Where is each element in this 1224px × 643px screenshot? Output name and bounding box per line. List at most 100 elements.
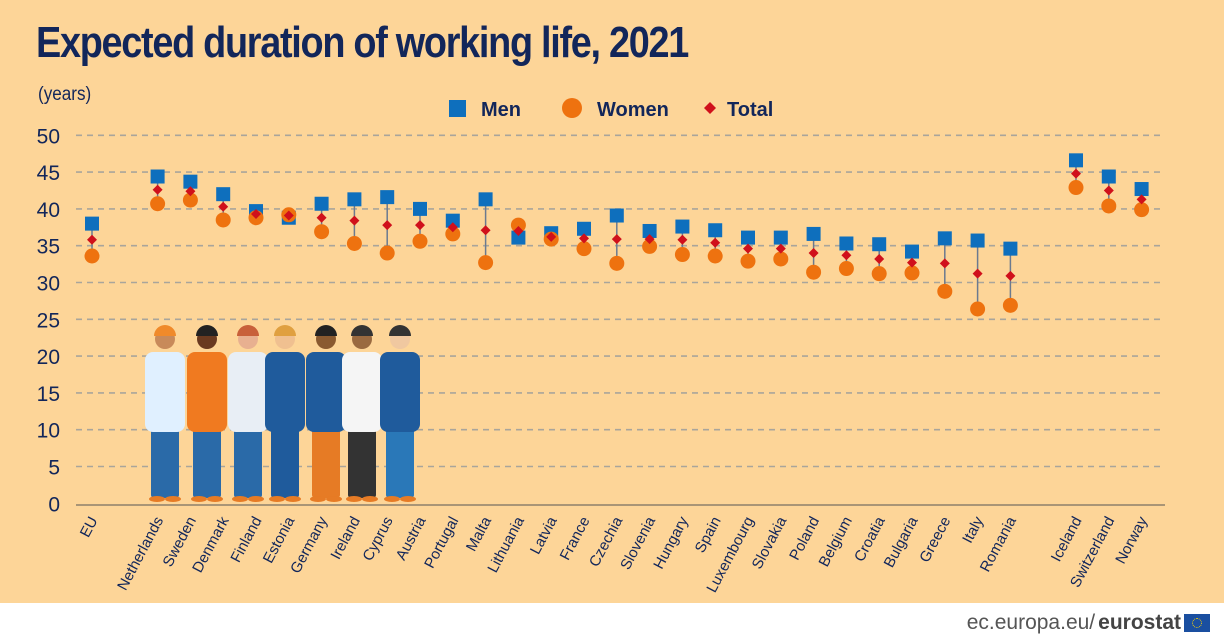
source-brand[interactable]: eurostat bbox=[1098, 611, 1181, 634]
women-marker bbox=[838, 261, 854, 277]
total-marker bbox=[382, 220, 393, 231]
men-marker bbox=[905, 244, 919, 259]
women-marker bbox=[314, 224, 330, 240]
men-marker bbox=[380, 190, 395, 205]
women-marker bbox=[1002, 297, 1018, 313]
men-marker bbox=[478, 192, 493, 207]
source-footer[interactable]: ec.europa.eu/eurostat bbox=[967, 611, 1210, 635]
total-marker bbox=[447, 222, 458, 233]
men-marker bbox=[806, 226, 821, 241]
source-url[interactable]: ec.europa.eu/ bbox=[966, 611, 1096, 634]
legend: Men Women Total bbox=[449, 98, 773, 121]
men-marker bbox=[708, 223, 723, 238]
total-marker bbox=[316, 212, 327, 223]
total-marker bbox=[546, 231, 557, 242]
women-marker bbox=[478, 255, 494, 271]
men-marker bbox=[970, 233, 985, 248]
total-marker bbox=[185, 186, 196, 197]
women-marker bbox=[1068, 180, 1084, 196]
total-marker bbox=[677, 234, 688, 245]
women-marker bbox=[510, 217, 526, 233]
men-marker bbox=[1003, 241, 1018, 256]
total-marker bbox=[972, 268, 983, 279]
women-marker bbox=[740, 253, 756, 269]
y-tick-label: 5 bbox=[48, 457, 60, 480]
total-marker bbox=[152, 184, 163, 195]
y-tick-label: 25 bbox=[37, 309, 60, 332]
women-marker bbox=[642, 238, 658, 254]
worker-shoe bbox=[310, 496, 326, 502]
y-tick-label: 20 bbox=[37, 346, 60, 369]
legend-label: Women bbox=[597, 99, 669, 121]
x-tick-label: Netherlands bbox=[114, 514, 167, 593]
chart-title: Expected duration of working life, 2021 bbox=[36, 18, 689, 67]
y-tick-label: 45 bbox=[37, 162, 60, 185]
worker-legs bbox=[348, 420, 376, 498]
women-marker bbox=[346, 235, 362, 251]
men-marker bbox=[642, 223, 657, 238]
men-marker bbox=[347, 192, 362, 207]
worker-shoe bbox=[400, 496, 416, 502]
x-tick-label: Norway bbox=[1112, 513, 1151, 566]
men-marker bbox=[773, 230, 788, 245]
women-marker bbox=[904, 265, 920, 281]
worker-hair bbox=[274, 325, 296, 336]
women-marker bbox=[970, 301, 986, 317]
women-marker bbox=[707, 248, 723, 264]
x-tick-label: Greece bbox=[916, 514, 954, 565]
men-marker bbox=[1134, 182, 1149, 197]
x-tick-label: Italy bbox=[959, 513, 987, 546]
worker-shoe bbox=[232, 496, 248, 502]
y-tick-label: 40 bbox=[37, 199, 60, 222]
legend-total-icon bbox=[704, 102, 716, 114]
worker-legs bbox=[312, 420, 340, 498]
total-marker bbox=[218, 201, 229, 212]
total-marker bbox=[644, 234, 655, 245]
worker-body bbox=[228, 352, 268, 432]
total-marker bbox=[1071, 168, 1081, 179]
women-marker bbox=[576, 241, 592, 257]
total-marker bbox=[1103, 185, 1114, 196]
women-marker bbox=[1134, 202, 1150, 218]
y-tick-label: 10 bbox=[37, 420, 60, 443]
chart-panel bbox=[0, 0, 1224, 603]
men-marker bbox=[1101, 169, 1116, 184]
worker-hair bbox=[315, 325, 337, 336]
eu-flag-icon bbox=[1184, 614, 1210, 632]
women-marker bbox=[150, 196, 166, 212]
x-tick-label: Latvia bbox=[527, 513, 561, 557]
total-marker bbox=[480, 225, 491, 236]
total-marker bbox=[808, 248, 819, 259]
women-marker bbox=[937, 283, 953, 299]
x-tick-label: Cyprus bbox=[359, 514, 396, 564]
men-marker bbox=[413, 201, 427, 216]
y-axis-label: (years) bbox=[38, 84, 92, 105]
women-marker bbox=[412, 233, 428, 249]
worker-shoe bbox=[285, 496, 301, 502]
worker-body bbox=[265, 352, 305, 432]
total-marker bbox=[1005, 270, 1016, 281]
men-marker bbox=[937, 231, 952, 246]
total-marker bbox=[349, 215, 360, 226]
worker-shoe bbox=[165, 496, 181, 502]
worker-body bbox=[187, 352, 227, 432]
total-marker bbox=[710, 237, 721, 248]
total-marker bbox=[87, 234, 97, 245]
worker-legs bbox=[386, 420, 414, 498]
x-tick-label: Malta bbox=[463, 513, 496, 554]
total-marker bbox=[1136, 194, 1147, 205]
worker-shoe bbox=[346, 496, 362, 502]
worker-shoe bbox=[269, 496, 285, 502]
total-marker bbox=[939, 258, 950, 269]
worker-legs bbox=[234, 420, 262, 498]
men-marker bbox=[445, 213, 460, 228]
men-marker bbox=[85, 216, 99, 231]
women-marker bbox=[609, 255, 625, 271]
worker-shoe bbox=[248, 496, 264, 502]
total-marker bbox=[907, 257, 917, 268]
men-marker bbox=[150, 169, 165, 184]
x-tick-label: EU bbox=[77, 514, 102, 540]
worker-legs bbox=[193, 420, 221, 498]
y-tick-label: 35 bbox=[37, 236, 60, 259]
